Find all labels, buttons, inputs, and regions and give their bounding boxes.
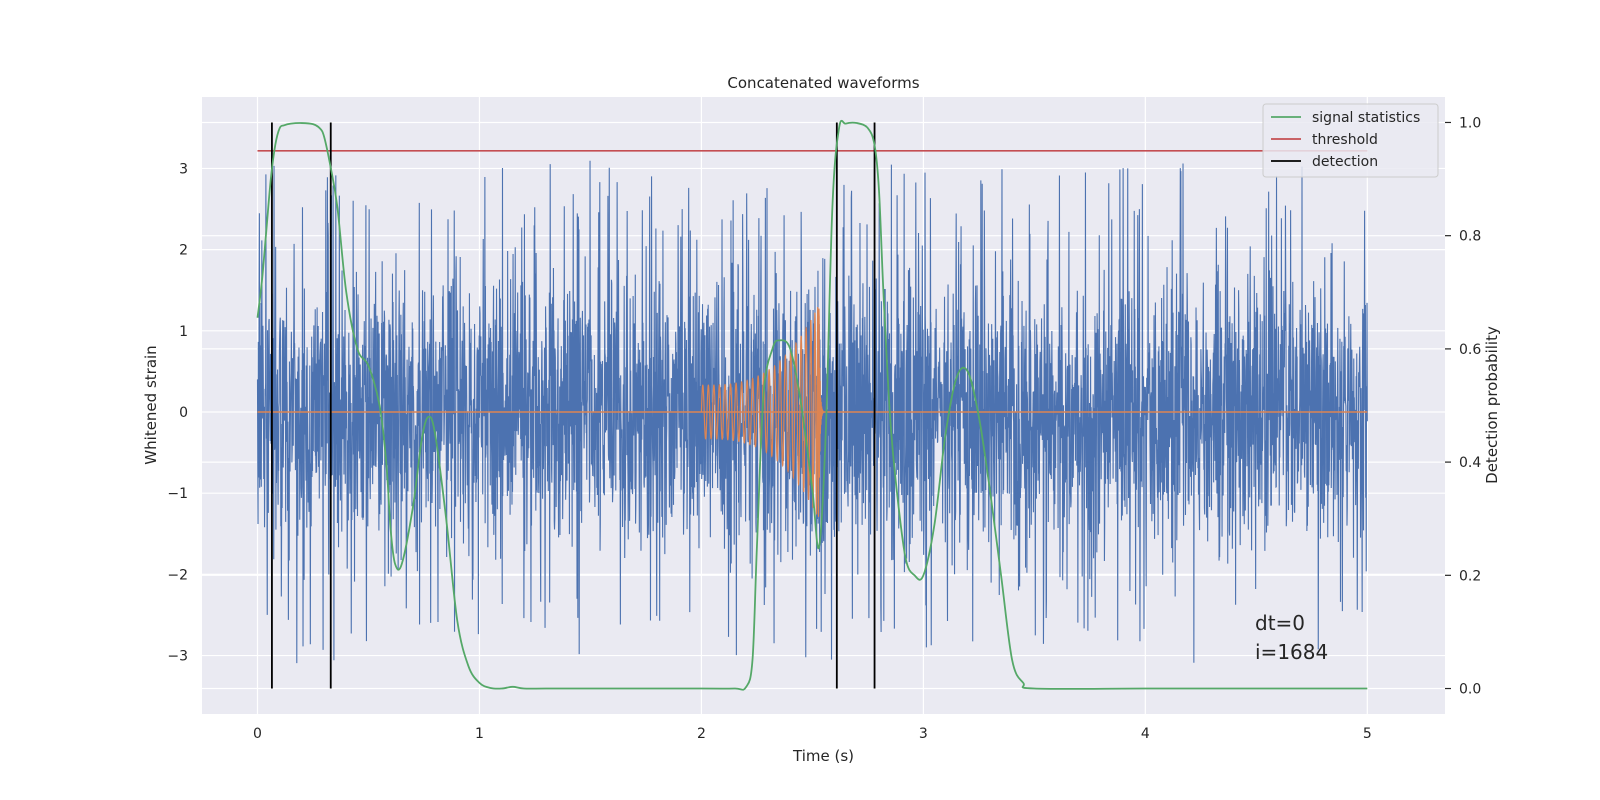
legend-label-signal-statistics: signal statistics [1312, 110, 1420, 126]
x-tick-label: 5 [1363, 726, 1372, 742]
y-axis-label: Whitened strain [142, 345, 160, 464]
y-tick-label: 3 [179, 161, 188, 177]
y2-tick-label: 0.0 [1459, 682, 1481, 698]
y2-axis-label: Detection probability [1483, 326, 1501, 484]
y-tick-label: −1 [167, 486, 188, 502]
x-tick-label: 2 [697, 726, 706, 742]
y2-tick-label: 0.6 [1459, 342, 1481, 358]
y2-tick-label: 0.8 [1459, 229, 1481, 245]
legend-label-threshold: threshold [1312, 132, 1378, 148]
x-tick-label: 3 [919, 726, 928, 742]
x-axis-label: Time (s) [792, 747, 854, 765]
legend: signal statistics threshold detection [1262, 103, 1439, 178]
axis-ticks: 0 1 2 3 4 5 −3 −2 −1 0 1 2 3 0.0 0.2 0.4 0.6 0.8 1.0 [167, 115, 1481, 742]
detection-overlay [256, 119, 1368, 691]
annotation: dt=0 i=1684 [1255, 611, 1328, 664]
legend-box [1262, 103, 1439, 178]
y2-tick-label: 0.4 [1459, 455, 1481, 471]
signal-statistics-line [256, 119, 1368, 691]
legend-label-detection: detection [1312, 154, 1378, 170]
annotation-index: i=1684 [1255, 640, 1328, 664]
y-tick-label: 1 [179, 324, 188, 340]
chart-title: Concatenated waveforms [727, 74, 919, 92]
y2-tick-label: 1.0 [1459, 115, 1481, 131]
y-tick-label: −2 [167, 567, 188, 583]
x-tick-label: 4 [1141, 726, 1150, 742]
y-tick-label: −3 [167, 649, 188, 665]
annotation-dt: dt=0 [1255, 611, 1305, 635]
y2-tick-label: 0.2 [1459, 568, 1481, 584]
y-tick-label: 2 [179, 243, 188, 259]
x-tick-label: 0 [253, 726, 262, 742]
y-tick-label: 0 [179, 405, 188, 421]
x-tick-label: 1 [475, 726, 484, 742]
